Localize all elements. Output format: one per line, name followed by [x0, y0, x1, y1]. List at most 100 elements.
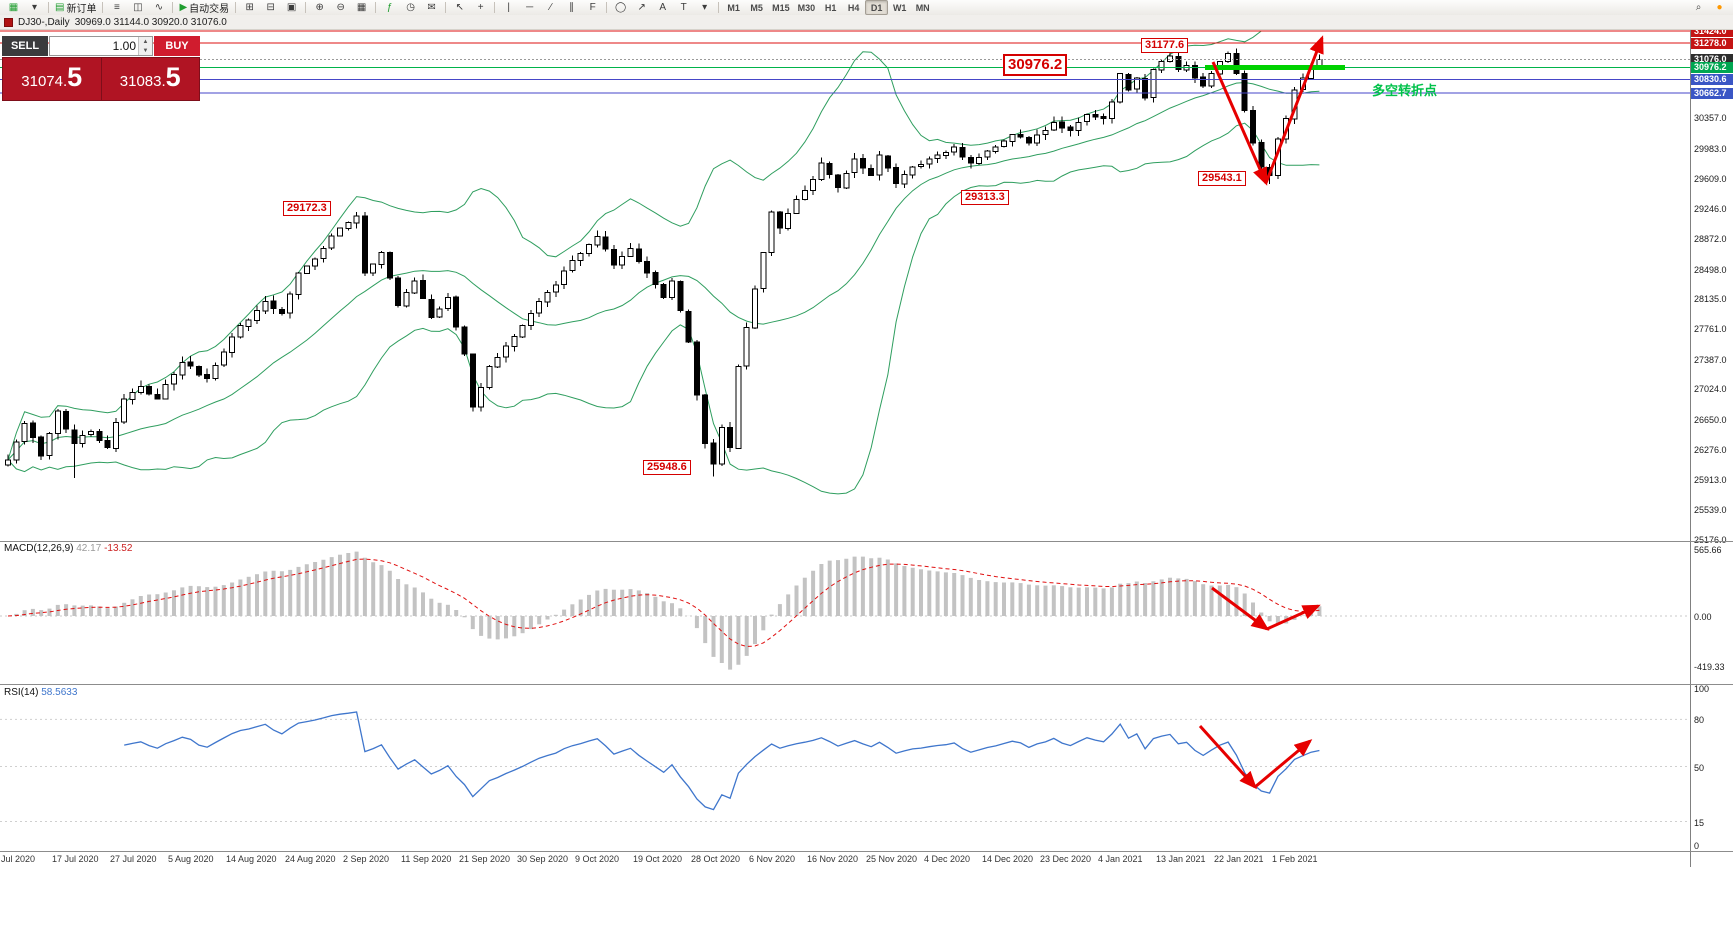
objects-icon: ▾ [702, 1, 708, 13]
timeframe-m30[interactable]: M30 [797, 2, 816, 13]
trendline-button[interactable]: ∕ [540, 0, 561, 15]
date-tick-label: 21 Sep 2020 [459, 854, 511, 864]
price-level-flag: 31278.0 [1691, 37, 1733, 49]
channel-button[interactable]: ∥ [561, 0, 582, 15]
price-tick: 28872.0 [1694, 234, 1727, 245]
new-chart-dropdown[interactable]: ▾ [24, 0, 45, 15]
fibonacci-button[interactable]: F [582, 0, 603, 15]
new-order-button[interactable]: ▤ 新订单 [52, 0, 99, 15]
rsi-axis-separator[interactable] [0, 851, 1733, 852]
macd-down-arrow [1211, 586, 1270, 631]
sep-high-label[interactable]: 29172.3 [283, 201, 331, 216]
chart-ohlc-values: 30969.0 31144.0 30920.0 31076.0 [74, 16, 227, 28]
macd-scale-tick: 565.66 [1694, 545, 1722, 556]
channel-icon: ∥ [569, 1, 575, 13]
date-tick-label: 24 Aug 2020 [285, 854, 336, 864]
vertical-line-icon: | [507, 1, 510, 13]
label-button[interactable]: T [673, 0, 694, 15]
search-icon[interactable]: ⌕ [1688, 0, 1709, 15]
resistance-label[interactable]: 30976.2 [1003, 54, 1068, 76]
date-tick-label: 11 Sep 2020 [401, 854, 452, 864]
candlestick-chart-button[interactable]: ◫ [127, 0, 148, 15]
arrows-button[interactable]: ↗ [631, 0, 652, 15]
volume-down-icon[interactable]: ▼ [139, 46, 152, 55]
price-level-flag: 30662.7 [1691, 87, 1733, 99]
new-chart-button[interactable]: ▦ [3, 0, 24, 15]
new-chart-icon: ▾ [31, 1, 38, 13]
price-tick: 27024.0 [1694, 384, 1727, 395]
shapes-button[interactable]: ◯ [610, 0, 631, 15]
timeframe-m15[interactable]: M15 [772, 2, 790, 13]
price-tick: 27387.0 [1694, 354, 1727, 365]
timeframe-h1[interactable]: H1 [824, 2, 837, 13]
jan-low-label[interactable]: 29543.1 [1198, 171, 1246, 186]
macd-up-arrow [1266, 604, 1321, 631]
date-tick-label: 30 Sep 2020 [517, 854, 569, 864]
horizontal-levels [0, 30, 1690, 94]
volume-up-icon[interactable]: ▲ [139, 37, 152, 46]
horizontal-line-icon: ─ [526, 1, 534, 13]
date-tick-label: Jul 2020 [1, 854, 36, 864]
zoom-out-button[interactable]: ⊖ [330, 0, 351, 15]
sell-price[interactable]: 31074. 5 [3, 58, 101, 100]
buy-price-main: 31083. [119, 73, 166, 90]
date-tick-label: 28 Oct 2020 [691, 854, 741, 864]
jan-high-label[interactable]: 31177.6 [1141, 38, 1189, 53]
mailbox-button[interactable]: ✉ [421, 0, 442, 15]
date-tick-label: 4 Jan 2021 [1098, 854, 1143, 864]
macd-rsi-separator[interactable] [0, 684, 1733, 685]
arrows-icon: ↗ [637, 1, 646, 13]
sell-button[interactable]: SELL [2, 36, 48, 56]
rsi-label: RSI(14) 58.5633 [4, 687, 77, 698]
maximize-window-button[interactable]: ▣ [281, 0, 302, 15]
grid-button[interactable]: ▦ [351, 0, 372, 15]
alerts-button[interactable]: ◷ [400, 0, 421, 15]
crosshair-button[interactable]: + [470, 0, 491, 15]
timeframe-m1[interactable]: M1 [727, 2, 740, 13]
price-level-flag: 30830.6 [1691, 73, 1733, 85]
crosshair-icon: + [477, 1, 484, 13]
timeframe-mn[interactable]: MN [915, 2, 930, 13]
date-tick-label: 23 Dec 2020 [1040, 854, 1092, 864]
community-icon[interactable]: ● [1709, 0, 1730, 15]
price-tick: 29609.0 [1694, 174, 1727, 185]
rsi-scale-tick: 80 [1694, 715, 1705, 726]
date-tick-label: 6 Nov 2020 [749, 854, 796, 864]
bar-chart-button[interactable]: ≡ [106, 0, 127, 15]
time-axis[interactable]: Jul 2020 17 Jul 2020 27 Jul 2020 5 Aug 2020… [0, 852, 1690, 867]
price-scale[interactable]: 30357.0 29983.0 29609.0 29246.0 28872.0 28498… [1690, 25, 1733, 867]
macd-scale-tick: 0.00 [1694, 612, 1712, 622]
rsi-up-arrow [1254, 739, 1313, 789]
nov-level-label[interactable]: 29313.3 [961, 190, 1009, 205]
timeframe-h4[interactable]: H4 [847, 2, 860, 13]
quote-prices-row: 31074. 5 31083. 5 [2, 57, 200, 101]
rsi-plot [0, 711, 1690, 822]
oct-low-label[interactable]: 25948.6 [643, 460, 691, 475]
text-button[interactable]: A [652, 0, 673, 15]
volume-input[interactable] [50, 37, 152, 55]
horizontal-line-button[interactable]: ─ [519, 0, 540, 15]
cascade-windows-button[interactable]: ⊟ [260, 0, 281, 15]
vertical-line-button[interactable]: | [498, 0, 519, 15]
support-thick-line [1205, 65, 1345, 70]
cursor-button[interactable]: ↖ [449, 0, 470, 15]
timeframe-w1[interactable]: W1 [892, 2, 907, 13]
tile-windows-button[interactable]: ⊞ [239, 0, 260, 15]
zoom-in-button[interactable]: ⊕ [309, 0, 330, 15]
objects-dropdown[interactable]: ▾ [694, 0, 715, 15]
buy-price[interactable]: 31083. 5 [101, 58, 199, 100]
indicators-button[interactable]: ƒ [379, 0, 400, 15]
buy-button[interactable]: BUY [154, 36, 200, 56]
timeframe-d1[interactable]: D1 [865, 0, 889, 15]
timeframe-m5[interactable]: M5 [750, 2, 763, 13]
date-tick-label: 17 Jul 2020 [52, 854, 99, 864]
line-chart-button[interactable]: ∿ [148, 0, 169, 15]
one-click-trading-panel: SELL ▲ ▼ BUY 31074.5 31083.5 [2, 36, 200, 101]
main-macd-separator[interactable] [0, 541, 1733, 542]
autotrading-button[interactable]: ▶ 自动交易 [176, 0, 232, 15]
shapes-icon: ◯ [615, 1, 627, 13]
turning-point-note[interactable]: 多空转折点 [1372, 83, 1438, 98]
rsi-scale-tick: 50 [1694, 762, 1705, 773]
